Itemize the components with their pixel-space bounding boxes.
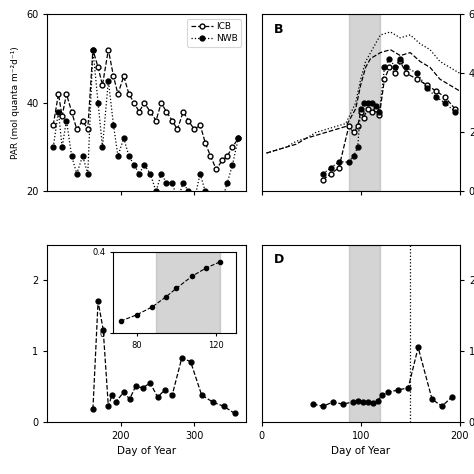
ICB	[181, 109, 186, 115]
NWB	[131, 162, 137, 168]
NWB	[50, 144, 56, 150]
NWB	[74, 171, 80, 177]
NWB	[137, 171, 142, 177]
NWB	[219, 198, 225, 203]
ICB	[90, 47, 96, 53]
NWB	[126, 153, 132, 159]
ICB	[197, 122, 203, 128]
NWB	[236, 136, 241, 141]
NWB	[174, 198, 180, 203]
NWB	[202, 189, 208, 194]
ICB	[147, 109, 153, 115]
NWB	[169, 180, 175, 185]
ICB	[213, 166, 219, 172]
NWB	[100, 144, 105, 150]
NWB	[69, 153, 74, 159]
NWB	[110, 122, 116, 128]
NWB	[208, 206, 213, 212]
ICB	[219, 157, 225, 163]
ICB	[236, 136, 241, 141]
Text: B: B	[273, 23, 283, 36]
NWB	[95, 100, 101, 106]
Text: D: D	[273, 254, 283, 266]
NWB	[229, 162, 235, 168]
ICB	[100, 82, 105, 88]
NWB	[106, 78, 111, 83]
ICB	[164, 109, 169, 115]
Legend: ICB, NWB: ICB, NWB	[187, 19, 241, 46]
ICB	[153, 118, 159, 123]
ICB	[185, 118, 191, 123]
NWB	[147, 171, 153, 177]
ICB	[64, 91, 69, 97]
ICB	[141, 100, 147, 106]
ICB	[174, 127, 180, 132]
NWB	[213, 215, 219, 221]
NWB	[121, 136, 127, 141]
ICB	[169, 118, 175, 123]
X-axis label: Day of Year: Day of Year	[331, 447, 390, 456]
NWB	[80, 153, 85, 159]
X-axis label: Day of Year: Day of Year	[117, 447, 176, 456]
ICB	[55, 91, 61, 97]
ICB	[110, 73, 116, 79]
ICB	[202, 140, 208, 146]
ICB	[131, 100, 137, 106]
ICB	[80, 118, 85, 123]
NWB	[197, 171, 203, 177]
NWB	[64, 118, 69, 123]
NWB	[85, 171, 91, 177]
ICB	[225, 153, 230, 159]
ICB	[69, 109, 74, 115]
ICB	[229, 144, 235, 150]
Bar	[349, 245, 381, 422]
NWB	[90, 47, 96, 53]
Line: ICB: ICB	[51, 47, 241, 172]
NWB	[158, 171, 164, 177]
NWB	[59, 144, 65, 150]
NWB	[141, 162, 147, 168]
Line: NWB: NWB	[51, 47, 241, 220]
ICB	[126, 91, 132, 97]
NWB	[191, 198, 197, 203]
ICB	[137, 109, 142, 115]
Y-axis label: PAR (mol quanta m⁻²d⁻¹): PAR (mol quanta m⁻²d⁻¹)	[11, 46, 20, 159]
NWB	[185, 189, 191, 194]
ICB	[59, 113, 65, 119]
NWB	[153, 189, 159, 194]
NWB	[225, 180, 230, 185]
ICB	[121, 73, 127, 79]
ICB	[95, 64, 101, 70]
ICB	[208, 153, 213, 159]
ICB	[106, 47, 111, 53]
ICB	[85, 127, 91, 132]
NWB	[181, 180, 186, 185]
NWB	[115, 153, 121, 159]
NWB	[55, 109, 61, 115]
ICB	[74, 127, 80, 132]
NWB	[164, 180, 169, 185]
ICB	[50, 122, 56, 128]
Bar	[349, 14, 381, 191]
ICB	[115, 91, 121, 97]
ICB	[158, 100, 164, 106]
ICB	[191, 127, 197, 132]
